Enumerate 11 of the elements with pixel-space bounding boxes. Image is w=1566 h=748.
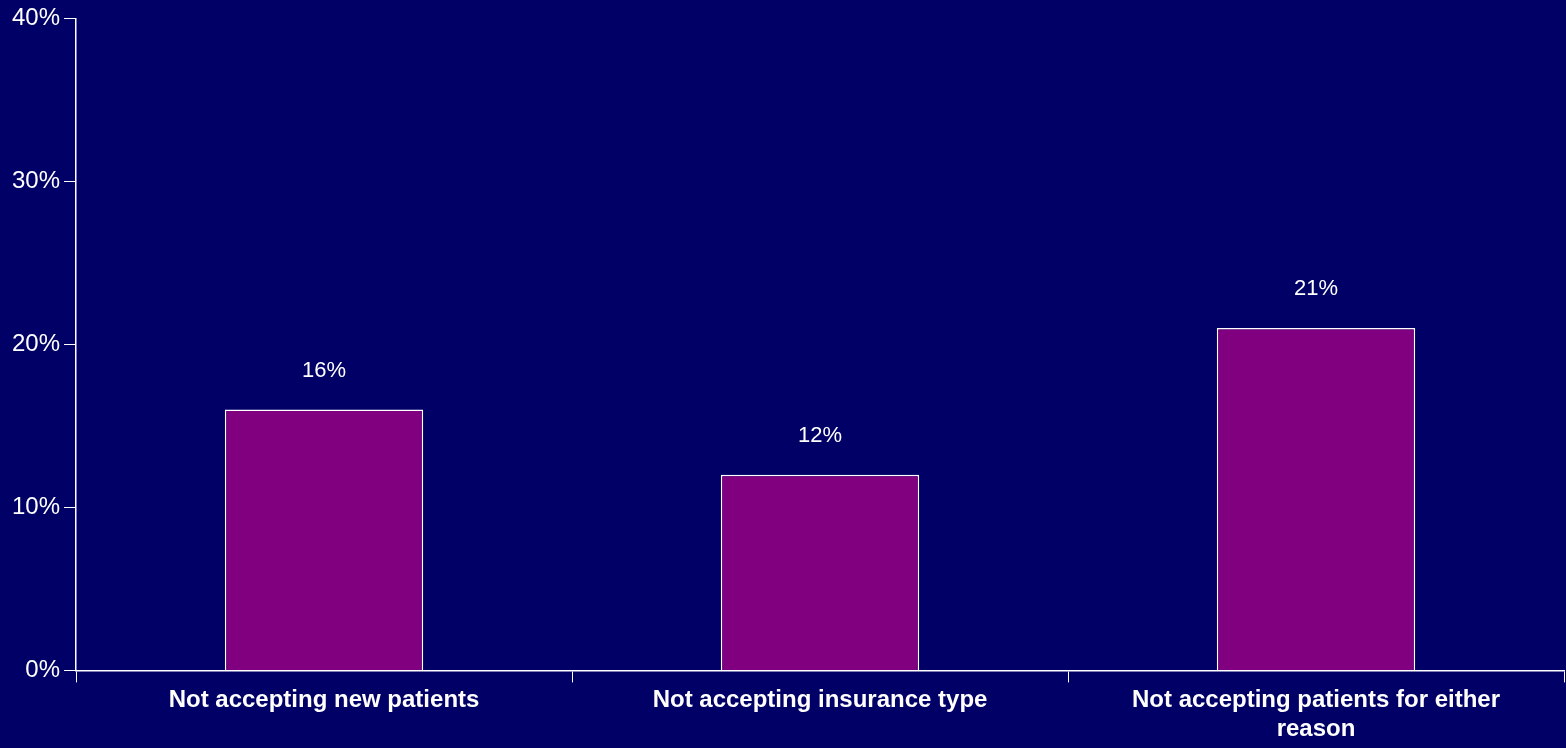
y-tick-label: 40% — [11, 3, 61, 31]
data-label: 12% — [797, 421, 843, 447]
x-tick-label: Not accepting insurance type — [652, 685, 988, 713]
x-tick-label: Not accepting patients for either reason — [1131, 685, 1501, 742]
y-tick-label: 20% — [11, 329, 61, 357]
data-label: 16% — [302, 356, 347, 382]
data-label: 21% — [1293, 275, 1339, 301]
y-tick-label: 10% — [11, 492, 61, 520]
y-tick-label: 0% — [25, 655, 61, 683]
y-tick-label: 30% — [11, 166, 61, 194]
x-tick-label: Not accepting new patients — [168, 685, 480, 713]
